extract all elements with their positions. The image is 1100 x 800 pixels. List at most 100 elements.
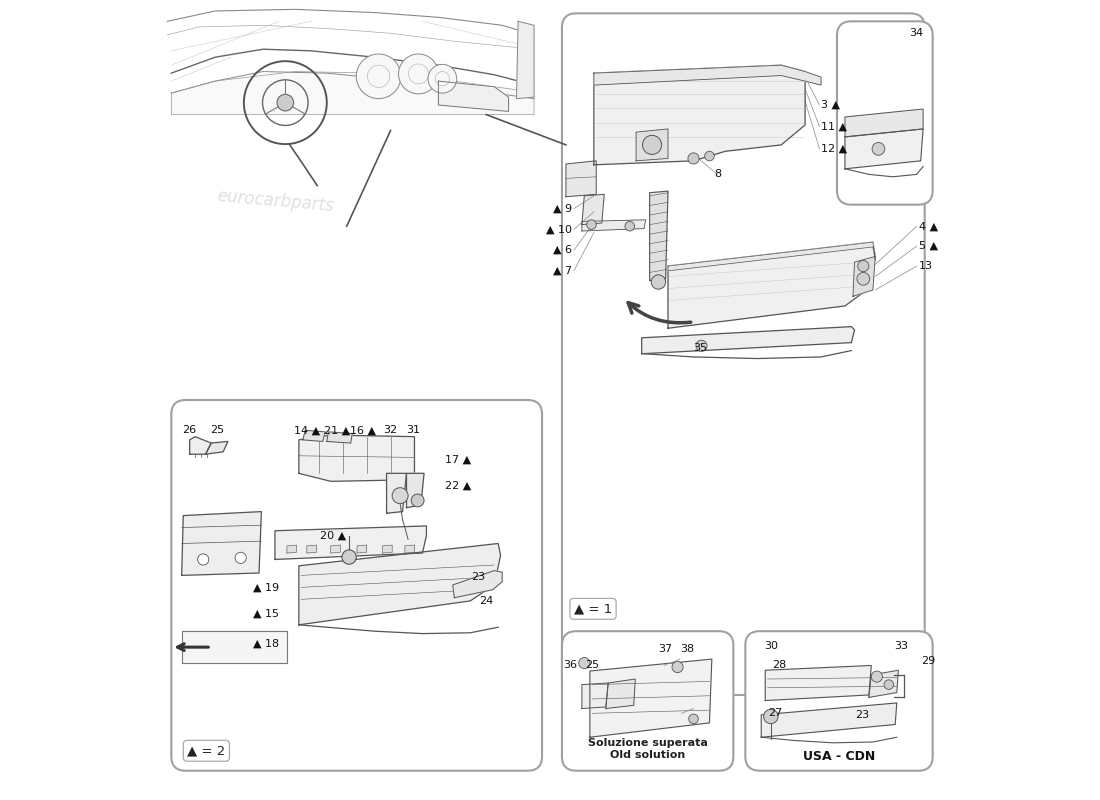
Text: 24: 24 (480, 596, 493, 606)
Circle shape (428, 64, 456, 93)
Polygon shape (594, 65, 821, 85)
Polygon shape (845, 109, 923, 137)
Text: eurocarbparts: eurocarbparts (216, 186, 334, 214)
Text: Soluzione superata
Old solution: Soluzione superata Old solution (587, 738, 707, 759)
Polygon shape (650, 191, 668, 281)
Polygon shape (358, 545, 366, 553)
Text: USA - CDN: USA - CDN (803, 750, 876, 762)
Circle shape (411, 494, 424, 507)
Polygon shape (405, 545, 415, 553)
Polygon shape (453, 570, 503, 598)
Text: 38: 38 (680, 644, 694, 654)
Text: 36: 36 (563, 660, 576, 670)
Polygon shape (590, 659, 712, 738)
Text: 13: 13 (920, 261, 933, 271)
Polygon shape (299, 543, 500, 625)
Circle shape (277, 94, 294, 111)
Text: 31: 31 (406, 426, 420, 435)
Text: 17 ▲: 17 ▲ (444, 454, 471, 465)
Text: 23: 23 (471, 572, 485, 582)
Polygon shape (182, 631, 287, 663)
Polygon shape (206, 442, 228, 454)
Text: 25: 25 (585, 660, 600, 670)
Polygon shape (641, 326, 855, 354)
FancyBboxPatch shape (562, 631, 734, 770)
Text: ▲ 15: ▲ 15 (253, 609, 278, 618)
Text: 5 ▲: 5 ▲ (920, 241, 938, 251)
Text: 14 ▲: 14 ▲ (294, 426, 320, 435)
Polygon shape (331, 545, 340, 553)
Circle shape (356, 54, 400, 98)
Text: 8: 8 (714, 170, 720, 179)
Polygon shape (517, 22, 535, 98)
Circle shape (884, 680, 893, 690)
Text: 35: 35 (693, 343, 707, 353)
Circle shape (688, 153, 700, 164)
Polygon shape (189, 437, 211, 454)
Text: 34: 34 (909, 28, 923, 38)
Text: ▲ = 1: ▲ = 1 (574, 602, 613, 615)
Polygon shape (287, 545, 297, 553)
Polygon shape (766, 666, 871, 701)
Polygon shape (606, 679, 636, 709)
Circle shape (642, 135, 661, 154)
FancyBboxPatch shape (562, 14, 925, 695)
Text: 11 ▲: 11 ▲ (821, 122, 847, 131)
Text: 20 ▲: 20 ▲ (320, 530, 346, 541)
Circle shape (586, 220, 596, 230)
Text: 21 ▲: 21 ▲ (324, 426, 350, 435)
Circle shape (696, 340, 707, 351)
Polygon shape (636, 129, 668, 161)
Text: 3 ▲: 3 ▲ (821, 100, 840, 110)
Circle shape (672, 662, 683, 673)
Text: 25: 25 (210, 426, 224, 435)
Polygon shape (182, 512, 262, 575)
Circle shape (705, 151, 714, 161)
Polygon shape (761, 703, 896, 738)
FancyBboxPatch shape (172, 400, 542, 770)
FancyBboxPatch shape (746, 631, 933, 770)
Text: 29: 29 (921, 657, 935, 666)
Circle shape (857, 273, 870, 285)
Text: eurospares: eurospares (616, 691, 679, 706)
Text: ▲ 7: ▲ 7 (553, 266, 572, 276)
Text: ▲ 19: ▲ 19 (253, 582, 278, 592)
Circle shape (651, 275, 666, 289)
Circle shape (398, 54, 439, 94)
Text: 4 ▲: 4 ▲ (920, 222, 938, 231)
Polygon shape (327, 432, 352, 443)
Polygon shape (582, 194, 604, 225)
Text: 33: 33 (894, 641, 908, 650)
Text: ▲ 9: ▲ 9 (553, 204, 572, 214)
Circle shape (235, 552, 246, 563)
Text: 23: 23 (856, 710, 870, 720)
Circle shape (198, 554, 209, 565)
Polygon shape (852, 257, 876, 296)
Circle shape (342, 550, 356, 564)
Text: 26: 26 (183, 426, 197, 435)
Polygon shape (299, 435, 415, 482)
Text: 27: 27 (769, 707, 783, 718)
Polygon shape (172, 71, 535, 114)
Polygon shape (869, 670, 899, 698)
Text: eurospares: eurospares (799, 703, 861, 718)
Text: 32: 32 (384, 426, 397, 435)
Circle shape (872, 142, 884, 155)
Text: 22 ▲: 22 ▲ (444, 480, 471, 490)
Circle shape (871, 671, 882, 682)
Polygon shape (668, 242, 876, 271)
Circle shape (689, 714, 698, 724)
Polygon shape (302, 430, 326, 442)
Polygon shape (307, 545, 317, 553)
Polygon shape (383, 545, 392, 553)
Text: eurospares: eurospares (667, 188, 760, 214)
Circle shape (625, 222, 635, 231)
Text: ▲ 18: ▲ 18 (253, 638, 278, 648)
Text: 28: 28 (772, 660, 786, 670)
Polygon shape (668, 242, 876, 328)
Polygon shape (407, 474, 424, 508)
Text: 12 ▲: 12 ▲ (821, 144, 847, 154)
Circle shape (763, 710, 778, 724)
Polygon shape (594, 65, 805, 165)
Circle shape (579, 658, 590, 669)
